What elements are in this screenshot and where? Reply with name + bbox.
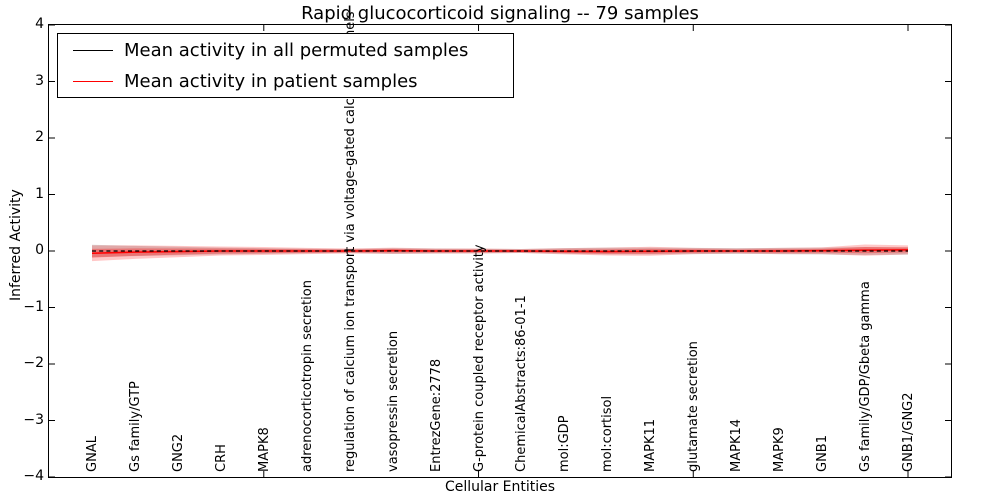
y-tick-label: 4 xyxy=(35,16,44,32)
y-tick-label: −1 xyxy=(23,298,44,315)
x-axis-label: Cellular Entities xyxy=(444,479,556,495)
legend: Mean activity in all permuted samples Me… xyxy=(57,33,514,98)
x-category-label: GNB1 xyxy=(815,435,831,472)
y-tick-label: 0 xyxy=(35,242,44,258)
x-category-label: Gs family/GTP xyxy=(127,381,143,472)
y-tick-label: 3 xyxy=(35,72,44,89)
patient-line-swatch xyxy=(73,80,113,82)
legend-label-permuted: Mean activity in all permuted samples xyxy=(124,39,469,61)
y-tick-label: −4 xyxy=(23,468,44,484)
x-category-label: MAPK11 xyxy=(643,418,659,472)
x-category-label: mol:GDP xyxy=(557,415,573,472)
x-category-label: G-protein coupled receptor activity xyxy=(471,244,487,472)
x-category-label: EntrezGene:2778 xyxy=(428,358,444,472)
x-category-label: glutamate secretion xyxy=(686,341,702,472)
y-tick-label: 1 xyxy=(35,185,44,202)
x-category-label: vasopressin secretion xyxy=(385,330,401,472)
x-category-label: MAPK9 xyxy=(772,427,788,472)
y-tick-label: −2 xyxy=(23,355,44,371)
chart-canvas xyxy=(49,25,951,477)
permuted-line-swatch xyxy=(73,49,113,51)
x-category-label: adrenocorticotropin secretion xyxy=(299,280,315,472)
legend-item-patient: Mean activity in patient samples xyxy=(58,66,513,97)
x-category-label: CRH xyxy=(213,444,229,472)
x-category-label: Gs family/GDP/Gbeta gamma xyxy=(858,281,874,472)
legend-label-patient: Mean activity in patient samples xyxy=(124,70,418,92)
x-category-label: GNG2 xyxy=(170,433,186,472)
plot-area: GNAL Gs family/GTP GNG2 CRH MAPK8 adrenocorti… xyxy=(48,11,952,478)
legend-item-permuted: Mean activity in all permuted samples xyxy=(58,35,513,66)
patient-std-band-inner xyxy=(92,247,908,258)
chart-title: Rapid glucocorticoid signaling -- 79 sam… xyxy=(301,3,699,24)
x-category-label: MAPK14 xyxy=(729,418,745,472)
patient-std-band-outer xyxy=(92,244,908,262)
x-category-label: GNAL xyxy=(85,436,100,472)
y-tick-label: 2 xyxy=(35,129,44,145)
x-category-label: mol:cortisol xyxy=(600,395,616,472)
x-category-label: ChemicalAbstracts:86-01-1 xyxy=(514,295,530,472)
x-category-label: MAPK8 xyxy=(256,427,272,472)
y-tick-label: −3 xyxy=(23,411,44,428)
x-category-label: GNB1/GNG2 xyxy=(901,392,916,472)
